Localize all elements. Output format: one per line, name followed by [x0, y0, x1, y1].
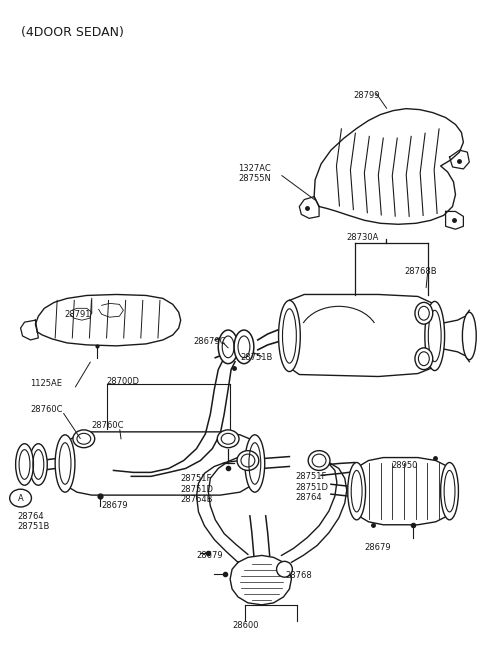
Text: 28760C: 28760C [30, 405, 63, 414]
Text: A: A [18, 494, 24, 502]
Polygon shape [21, 320, 38, 340]
Text: 28679C: 28679C [193, 337, 226, 346]
Polygon shape [450, 150, 469, 169]
Ellipse shape [234, 330, 254, 364]
Text: 28799: 28799 [354, 91, 380, 100]
Text: 28768B: 28768B [404, 267, 437, 276]
Text: 28768: 28768 [286, 571, 312, 580]
Ellipse shape [415, 348, 433, 369]
Ellipse shape [278, 300, 300, 371]
Ellipse shape [462, 312, 476, 360]
Text: 28751B: 28751B [240, 353, 272, 362]
Text: 1327AC
28755N: 1327AC 28755N [238, 164, 271, 183]
Text: 28700D: 28700D [107, 377, 140, 387]
Ellipse shape [16, 444, 34, 485]
Text: 28950: 28950 [391, 460, 418, 470]
Ellipse shape [218, 330, 238, 364]
Ellipse shape [217, 430, 239, 448]
Text: 28730A: 28730A [347, 233, 379, 242]
Text: (4DOOR SEDAN): (4DOOR SEDAN) [21, 25, 123, 39]
Ellipse shape [348, 462, 366, 520]
Polygon shape [285, 294, 438, 377]
Text: 28760C: 28760C [92, 421, 124, 430]
Text: 28679: 28679 [364, 543, 391, 551]
Polygon shape [300, 197, 319, 218]
Polygon shape [36, 294, 180, 346]
Ellipse shape [441, 462, 458, 520]
Polygon shape [62, 432, 257, 495]
Text: 1125AE: 1125AE [30, 379, 62, 389]
Polygon shape [445, 211, 463, 229]
Text: 28791: 28791 [64, 310, 91, 319]
Ellipse shape [308, 451, 330, 470]
Text: 28751F
28751D
28764B: 28751F 28751D 28764B [180, 474, 214, 504]
Ellipse shape [237, 451, 259, 470]
Ellipse shape [415, 302, 433, 324]
Text: 28679: 28679 [196, 551, 223, 561]
Polygon shape [314, 108, 463, 224]
Text: 28751F
28751D
28764: 28751F 28751D 28764 [295, 472, 328, 502]
Text: 28764
28751B: 28764 28751B [18, 512, 50, 531]
Text: 28679: 28679 [102, 501, 128, 510]
Polygon shape [354, 458, 453, 524]
Ellipse shape [10, 489, 32, 507]
Ellipse shape [55, 435, 75, 492]
Ellipse shape [73, 430, 95, 448]
Ellipse shape [276, 561, 292, 577]
Ellipse shape [425, 302, 444, 371]
Ellipse shape [245, 435, 264, 492]
Polygon shape [230, 555, 291, 605]
Ellipse shape [29, 444, 47, 485]
Text: 28600: 28600 [232, 621, 259, 630]
